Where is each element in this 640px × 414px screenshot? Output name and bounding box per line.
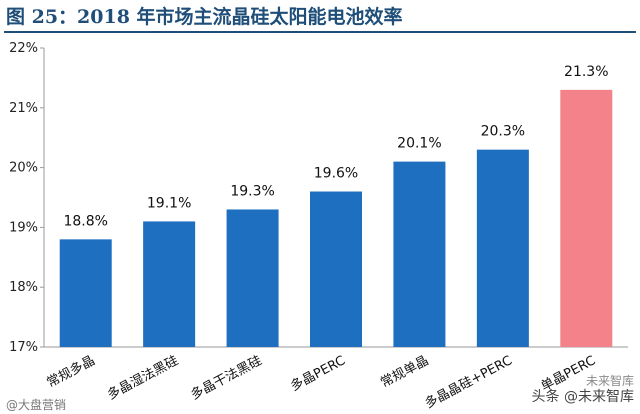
data-label: 20.1% bbox=[397, 136, 441, 152]
data-label: 18.8% bbox=[63, 213, 107, 229]
data-label: 20.3% bbox=[481, 124, 525, 140]
data-label: 19.3% bbox=[230, 183, 274, 199]
x-tick-label: 多晶PERC bbox=[288, 352, 348, 394]
y-tick-label: 19% bbox=[9, 220, 38, 235]
bar bbox=[143, 221, 196, 347]
data-label: 21.3% bbox=[564, 64, 608, 80]
watermark-right: 头条 @未来智库 bbox=[531, 389, 634, 405]
x-tick-label: 常规单晶 bbox=[378, 353, 431, 391]
data-label: 19.6% bbox=[314, 166, 358, 182]
data-label: 19.1% bbox=[147, 195, 191, 211]
x-tick-label: 多晶晶硅+PERC bbox=[422, 352, 515, 411]
title-underline bbox=[4, 31, 636, 33]
y-tick-label: 21% bbox=[9, 101, 38, 116]
y-tick-label: 20% bbox=[9, 161, 38, 176]
bar bbox=[226, 209, 279, 347]
bar bbox=[393, 161, 446, 347]
bar bbox=[59, 239, 112, 347]
x-tick-label: 常规多晶 bbox=[44, 352, 97, 391]
chart-title: 图 25：2018 年市场主流晶硅太阳能电池效率 bbox=[6, 6, 403, 28]
y-tick-label: 18% bbox=[9, 280, 38, 295]
bar bbox=[560, 89, 613, 348]
y-tick-label: 17% bbox=[9, 340, 38, 355]
x-tick-label: 多晶干法黑硅 bbox=[188, 352, 264, 403]
watermark-left: @大盘营销 bbox=[6, 398, 67, 412]
bar bbox=[476, 149, 529, 347]
bar bbox=[310, 191, 362, 347]
watermark-right-small: 未来智库 bbox=[585, 374, 634, 388]
y-tick-label: 22% bbox=[9, 41, 38, 56]
x-tick-label: 多晶湿法黑硅 bbox=[105, 352, 181, 403]
